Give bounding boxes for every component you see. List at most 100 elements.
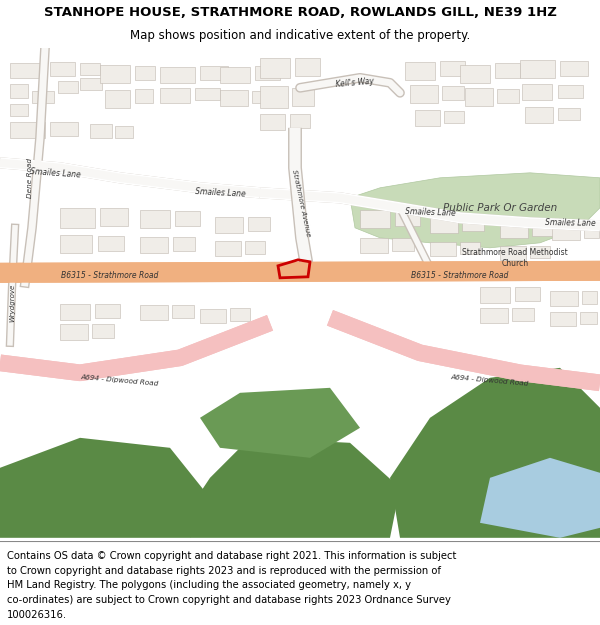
Bar <box>582 291 597 304</box>
Bar <box>260 58 290 78</box>
Bar <box>558 85 583 98</box>
Bar <box>160 88 190 103</box>
Bar <box>60 304 90 320</box>
Bar <box>173 237 195 251</box>
Bar <box>260 114 285 130</box>
Text: to Crown copyright and database rights 2023 and is reproduced with the permissio: to Crown copyright and database rights 2… <box>7 566 441 576</box>
Text: HM Land Registry. The polygons (including the associated geometry, namely x, y: HM Land Registry. The polygons (includin… <box>7 580 411 590</box>
Bar <box>525 107 553 123</box>
Bar <box>584 225 599 238</box>
Bar <box>100 65 130 82</box>
Bar <box>430 242 456 256</box>
Bar <box>252 91 274 103</box>
Text: Smailes Lane: Smailes Lane <box>29 166 80 179</box>
Bar <box>405 62 435 80</box>
Text: B6315 - Strathmore Road: B6315 - Strathmore Road <box>61 271 158 280</box>
Bar <box>442 86 464 100</box>
Bar <box>522 84 552 100</box>
Text: A694 - Dipwood Road: A694 - Dipwood Road <box>81 374 159 388</box>
Bar <box>80 62 100 75</box>
Bar <box>532 222 554 236</box>
Bar <box>175 211 200 226</box>
Bar <box>497 89 519 102</box>
Text: 100026316.: 100026316. <box>7 610 67 620</box>
Bar <box>480 287 510 302</box>
Bar <box>60 208 95 227</box>
Bar <box>515 287 540 301</box>
Bar <box>558 107 580 120</box>
Bar <box>105 90 130 108</box>
Bar <box>295 58 320 76</box>
Bar <box>98 236 124 251</box>
Polygon shape <box>0 261 600 282</box>
Text: Kell's Way: Kell's Way <box>335 77 374 89</box>
Bar <box>552 225 580 240</box>
Text: Strathmore Avenue: Strathmore Avenue <box>291 169 311 237</box>
Bar <box>100 208 128 226</box>
Bar <box>220 67 250 82</box>
Bar <box>430 217 458 232</box>
Bar <box>550 291 578 306</box>
Text: Public Park Or Garden: Public Park Or Garden <box>443 202 557 212</box>
Text: Contains OS data © Crown copyright and database right 2021. This information is : Contains OS data © Crown copyright and d… <box>7 551 457 561</box>
Bar <box>500 222 528 238</box>
Bar <box>465 88 493 106</box>
Bar <box>195 88 220 100</box>
Bar <box>392 238 414 251</box>
Bar <box>215 217 243 232</box>
Polygon shape <box>350 173 600 248</box>
Bar <box>460 65 490 82</box>
Polygon shape <box>480 458 600 538</box>
Bar <box>292 88 314 106</box>
Bar <box>248 217 270 231</box>
Bar <box>92 324 114 338</box>
Bar <box>80 78 102 90</box>
Polygon shape <box>190 438 400 538</box>
Bar <box>10 122 45 138</box>
Bar <box>95 304 120 318</box>
Bar <box>135 89 153 102</box>
Bar <box>140 237 168 252</box>
Bar <box>230 308 250 321</box>
Bar <box>215 241 241 256</box>
Bar <box>580 312 597 324</box>
Bar <box>32 91 54 103</box>
Bar <box>462 217 484 231</box>
Bar <box>530 246 550 258</box>
Bar <box>410 85 438 102</box>
Text: B6315 - Strathmore Road: B6315 - Strathmore Road <box>412 271 509 280</box>
Text: Smailes Lane: Smailes Lane <box>404 208 455 218</box>
Bar <box>440 61 465 76</box>
Bar <box>500 246 526 260</box>
Text: A694 - Dipwood Road: A694 - Dipwood Road <box>451 374 529 388</box>
Bar <box>480 308 508 322</box>
Text: co-ordinates) are subject to Crown copyright and database rights 2023 Ordnance S: co-ordinates) are subject to Crown copyr… <box>7 595 451 605</box>
Bar <box>200 66 228 80</box>
Bar <box>140 305 168 320</box>
Bar <box>550 312 576 326</box>
Bar <box>360 238 388 252</box>
Polygon shape <box>0 438 210 538</box>
Bar <box>245 241 265 254</box>
Text: Smailes Lane: Smailes Lane <box>194 187 245 199</box>
Bar <box>200 309 226 322</box>
Bar <box>60 324 88 340</box>
Bar <box>60 235 92 252</box>
Bar <box>560 61 588 76</box>
Bar <box>415 110 440 126</box>
Bar <box>50 62 75 76</box>
Bar <box>140 210 170 227</box>
Bar <box>90 124 112 138</box>
Bar <box>290 114 310 128</box>
Text: Smailes Lane: Smailes Lane <box>545 218 595 227</box>
Bar <box>360 210 390 227</box>
Bar <box>10 104 28 116</box>
Bar <box>255 66 280 80</box>
Text: Dene Road: Dene Road <box>27 158 33 198</box>
Bar <box>444 111 464 123</box>
Text: STANHOPE HOUSE, STRATHMORE ROAD, ROWLANDS GILL, NE39 1HZ: STANHOPE HOUSE, STRATHMORE ROAD, ROWLAND… <box>44 6 556 19</box>
Bar <box>260 86 288 107</box>
Bar <box>220 90 248 106</box>
Bar <box>460 242 480 254</box>
Bar <box>135 66 155 80</box>
